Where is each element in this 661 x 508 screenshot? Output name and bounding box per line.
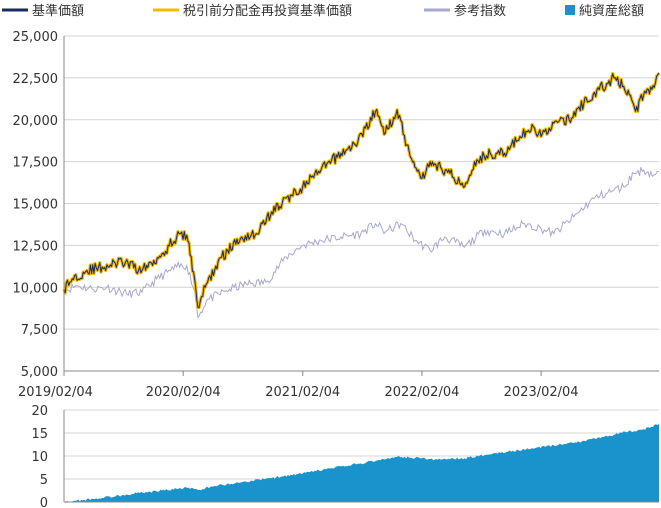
main-y-tick-label: 22,500: [13, 72, 59, 87]
main-x-tick-label: 2020/02/04: [146, 385, 221, 400]
main-y-tick-label: 12,500: [13, 239, 59, 254]
sub-axes: [63, 410, 659, 503]
legend-label-1: 税引前分配金再投資基準価額: [183, 3, 352, 19]
series-line-reference-index: [63, 167, 660, 319]
sub-series: [64, 423, 659, 503]
main-x-tick-label: 2023/02/04: [504, 385, 579, 400]
main-x-tick-label: 2022/02/04: [384, 385, 459, 400]
legend-label-3: 純資産総額: [579, 3, 644, 19]
main-y-tick-label: 20,000: [13, 114, 59, 129]
main-y-tick-label: 15,000: [13, 198, 59, 213]
main-line-chart: 5,000 7,500 10,000 12,500 15,000 17,500 20,000…: [13, 30, 661, 400]
sub-y-tick-label: 5: [40, 473, 48, 488]
sub-y-tick-labels: 0 5 10 15 20: [31, 404, 48, 508]
main-y-tick-label: 7,500: [21, 323, 58, 338]
main-y-tick-labels: 5,000 7,500 10,000 12,500 15,000 17,500 20,000…: [13, 30, 59, 380]
sub-y-tick-label: 0: [40, 496, 48, 508]
main-y-tick-label: 25,000: [13, 30, 59, 45]
main-y-tick-label: 17,500: [13, 156, 59, 171]
legend-swatch-3: [565, 5, 575, 15]
main-y-tick-label: 10,000: [13, 281, 59, 296]
main-gridlines: [64, 35, 659, 372]
main-axes: [63, 36, 659, 376]
legend-label-0: 基準価額: [32, 3, 84, 19]
main-y-tick-label: 5,000: [21, 365, 58, 380]
series-area-net-assets: [64, 423, 659, 503]
main-series: [62, 72, 661, 319]
net-assets-area-chart: 0 5 10 15 20: [31, 404, 659, 508]
series-line-reinvested-nav: [62, 72, 661, 310]
main-x-tick-labels: 2019/02/04 2020/02/04 2021/02/04 2022/02/04…: [18, 385, 579, 400]
legend: 基準価額 税引前分配金再投資基準価額 参考指数 純資産総額: [2, 3, 644, 19]
sub-y-tick-label: 15: [31, 427, 48, 442]
series-line-nav: [63, 72, 660, 308]
legend-label-2: 参考指数: [454, 3, 506, 19]
sub-y-tick-label: 10: [31, 450, 48, 465]
main-x-tick-label: 2021/02/04: [265, 385, 340, 400]
main-x-tick-label: 2019/02/04: [18, 385, 93, 400]
sub-y-tick-label: 20: [31, 404, 48, 419]
